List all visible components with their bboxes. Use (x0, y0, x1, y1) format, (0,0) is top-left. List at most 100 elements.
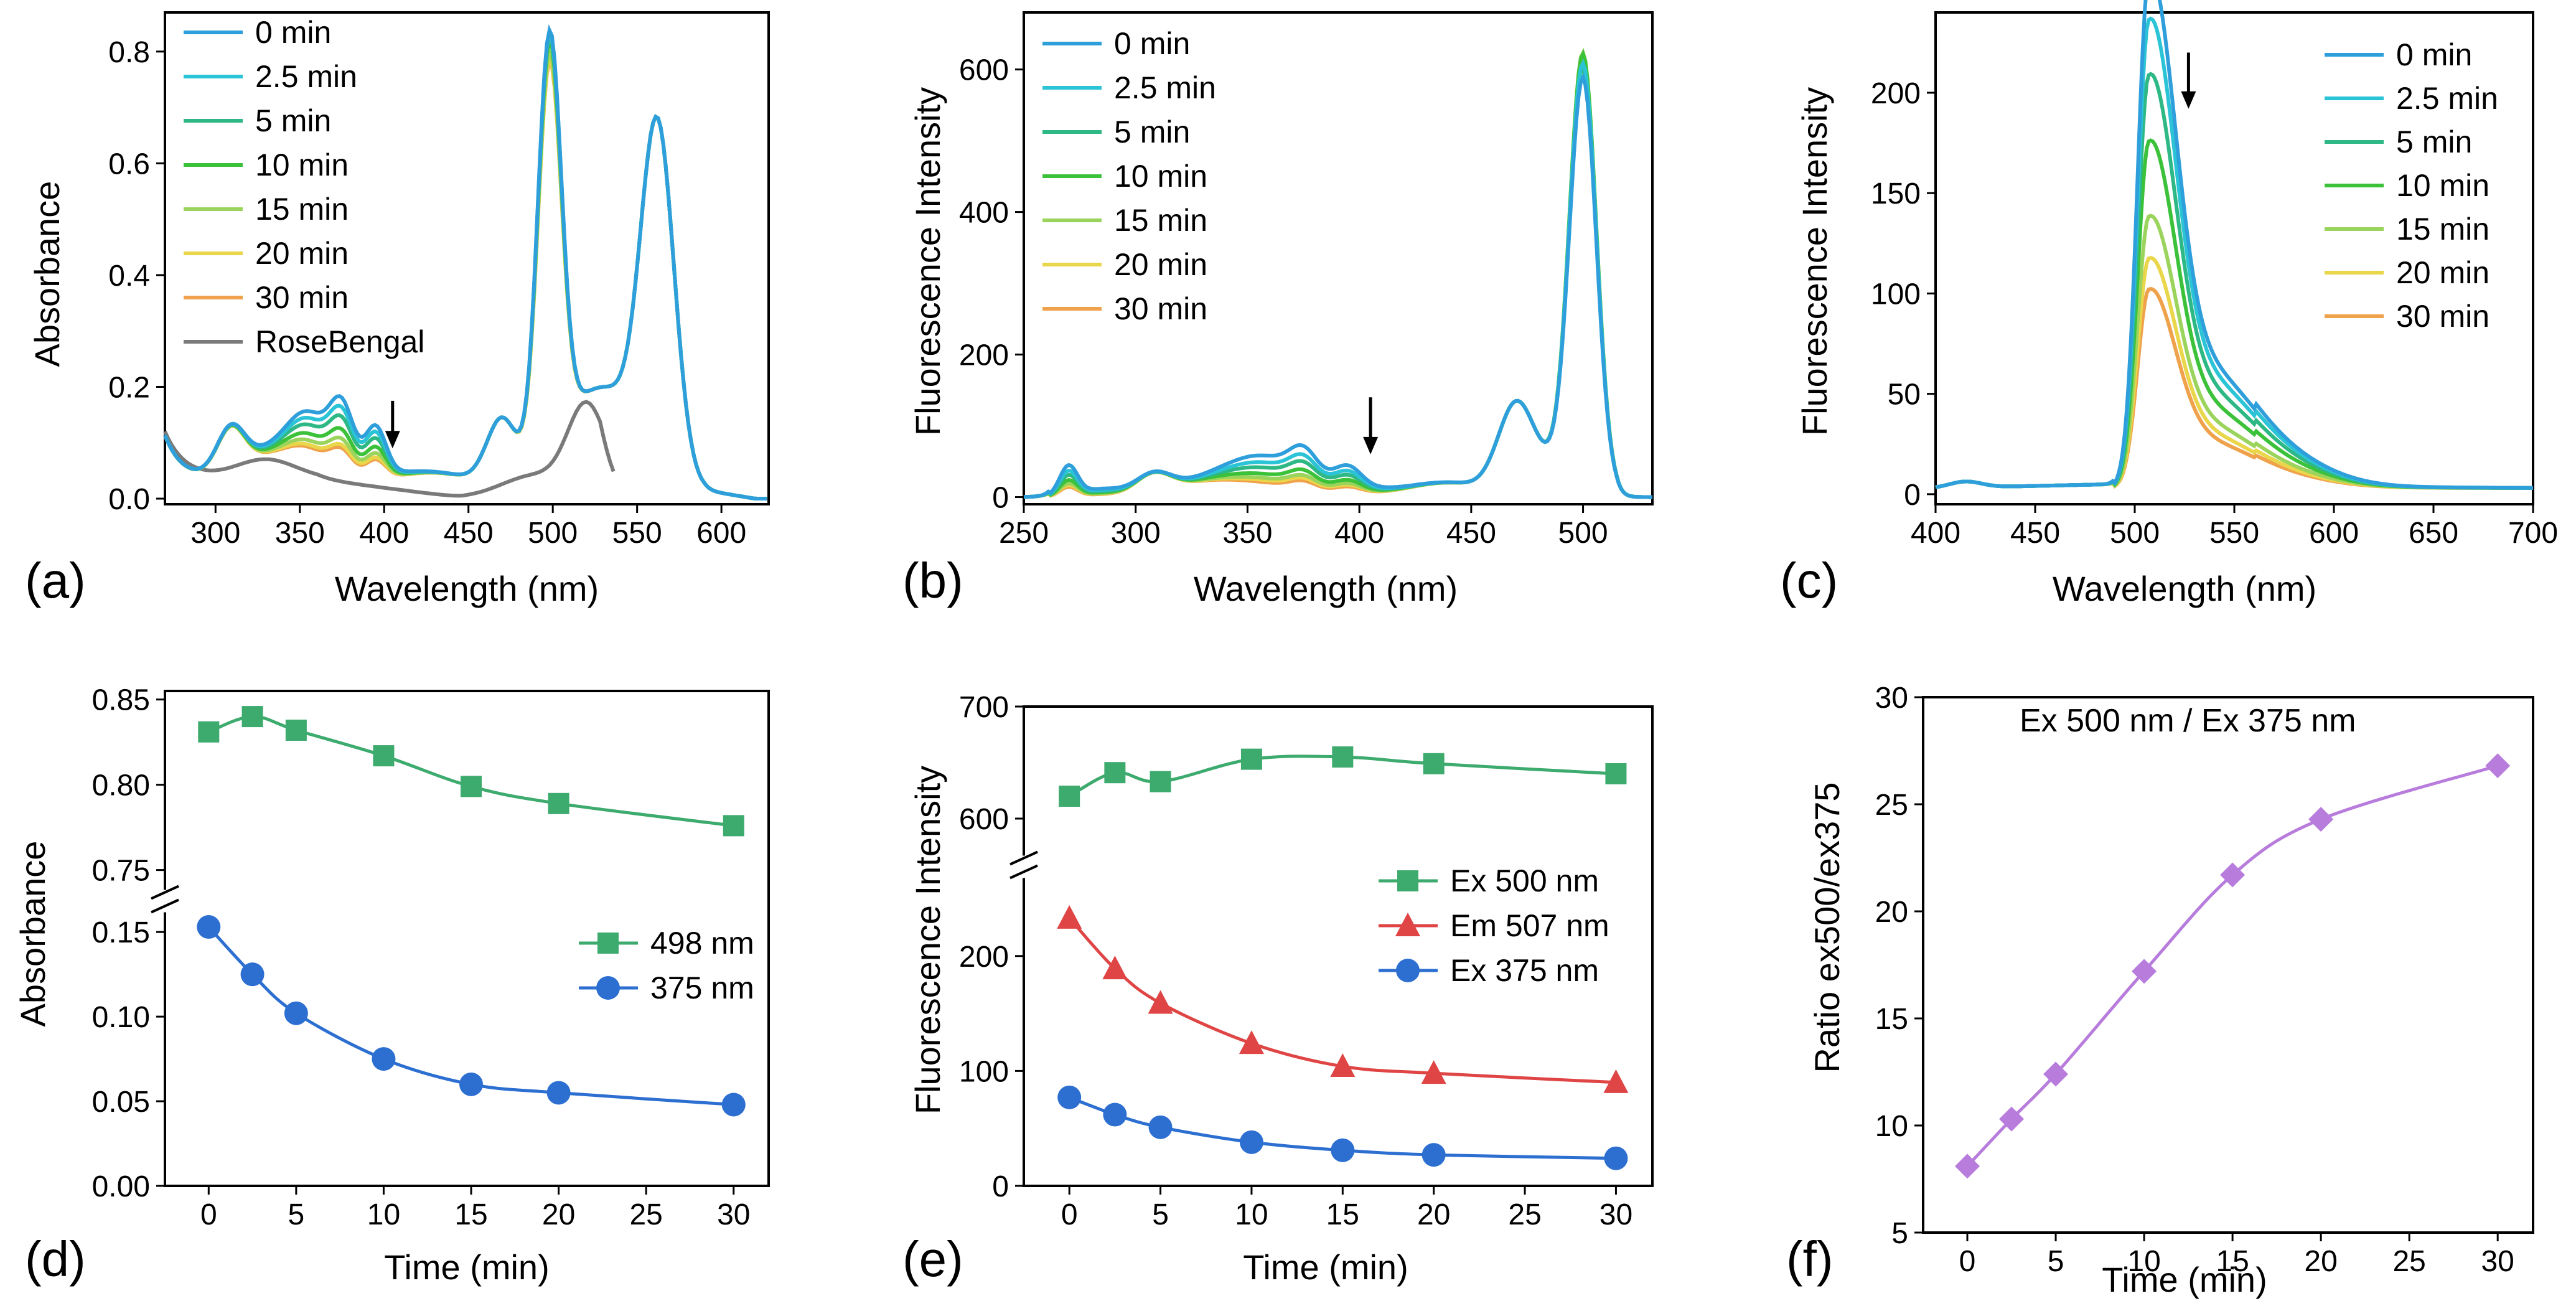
panel-f-xtick-label: 25 (2392, 1245, 2425, 1278)
panel-d-legend-label: 375 nm (650, 970, 754, 1005)
panel-e-ylabel: Fluorescence Intensity (908, 766, 947, 1114)
panel-d-point-375-nm (546, 1081, 571, 1105)
panel-f-frame (1922, 696, 2534, 1234)
panel-a-ylabel: Absorbance (27, 181, 67, 367)
panel-d-xtick-label: 15 (454, 1198, 487, 1231)
panel-c-ytick-label: 150 (1871, 177, 1921, 210)
panel-label-a: (a) (25, 553, 86, 608)
panel-a-legend-label: 5 min (255, 103, 331, 138)
panel-e-axis-break-slash-top (1009, 850, 1038, 866)
panel-e-upper-ytick-label: 600 (959, 803, 1009, 836)
panel-d-ylabel: Absorbance (13, 841, 52, 1027)
panel-e-point-Em-507-nm (1603, 1069, 1629, 1093)
panel-f-ytick-label: 25 (1875, 789, 1908, 822)
panel-b-xlabel: Wavelength (nm) (1194, 569, 1458, 608)
panel-d-point-375-nm (197, 915, 221, 939)
panel-c-emission-spectra: (c) Wavelength (nm) Fluorescence Intensi… (1780, 0, 2558, 608)
panel-a-series-rosebengal (163, 400, 616, 498)
panel-e-legend-marker (1397, 870, 1418, 891)
panel-b-xtick-label: 250 (999, 517, 1049, 550)
panel-d-xlabel: Time (min) (384, 1248, 549, 1287)
panel-e-xtick-label: 5 (1152, 1198, 1169, 1231)
panel-e-point-Ex-500-nm (1059, 786, 1080, 807)
panel-e-point-Ex-500-nm (1605, 763, 1627, 784)
panel-b-ytick-label: 200 (959, 339, 1009, 372)
panel-e-point-Ex-375-nm (1421, 1143, 1446, 1167)
panel-c-xtick-label: 400 (1911, 517, 1960, 550)
panel-b-xtick-label: 450 (1446, 517, 1496, 550)
panel-f-xtick-label: 5 (2048, 1245, 2064, 1278)
panel-b-ytick-label: 600 (959, 54, 1009, 87)
panel-b-legend-label: 10 min (1114, 159, 1207, 194)
panel-d-lower-ytick-label: 0.15 (92, 916, 150, 949)
panel-a-ytick-label: 0.6 (108, 148, 150, 181)
panel-a-absorbance-spectra: (a) Wavelength (nm) Absorbance 300 350 400… (25, 11, 770, 608)
panel-f-xtick-label: 15 (2216, 1245, 2249, 1278)
panel-f-ytick-label: 5 (1891, 1217, 1908, 1250)
panel-a-arrow-head (385, 431, 400, 449)
panel-c-legend-label: 2.5 min (2396, 81, 2498, 116)
panel-c-series-0-min (1935, 0, 2533, 490)
panel-a-ytick-label: 0.0 (108, 483, 150, 516)
panel-e-legend-label: Ex 500 nm (1450, 863, 1599, 898)
panel-b-legend-label: 2.5 min (1114, 70, 1216, 105)
panel-a-xtick-label: 550 (612, 517, 662, 550)
panel-b-xtick-label: 500 (1558, 517, 1608, 550)
panel-d-point-375-nm (721, 1092, 746, 1117)
panel-d-point-498-nm (373, 745, 395, 767)
panel-a-xtick-label: 400 (359, 517, 409, 550)
panel-c-xtick-label: 550 (2209, 517, 2259, 550)
panel-d-axis-break-slash-bottom (151, 898, 179, 914)
panel-c-arrow-head (2181, 91, 2196, 109)
panel-label-f: (f) (1786, 1231, 1834, 1287)
panel-e-point-Ex-375-nm (1239, 1130, 1263, 1154)
panel-e-point-Ex-375-nm (1604, 1146, 1628, 1170)
panel-f-ratio-vs-time: (f) Time (min) Ratio ex500/ex375 Ex 500 … (1786, 682, 2534, 1299)
panel-f-xtick-label: 10 (2127, 1245, 2160, 1278)
panel-a-ytick-label: 0.8 (108, 36, 150, 69)
panel-e-point-Em-507-nm (1148, 990, 1173, 1014)
panel-f-point-ratio (2132, 959, 2157, 984)
panel-a-legend-label: 2.5 min (255, 59, 357, 94)
panel-e-point-Em-507-nm (1239, 1030, 1264, 1055)
panel-e-point-Ex-500-nm (1104, 762, 1126, 784)
panel-b-ylabel: Fluorescence Intensity (908, 87, 947, 436)
panel-d-lower-ytick-label: 0.00 (92, 1170, 150, 1203)
panel-f-ytick-label: 30 (1875, 682, 1908, 715)
panel-c-ytick-label: 200 (1871, 77, 1921, 110)
panel-c-xtick-label: 450 (2010, 517, 2060, 550)
panel-a-legend-label: 10 min (255, 148, 349, 182)
panel-e-lower-ytick-label: 100 (959, 1055, 1009, 1088)
panel-c-xtick-label: 650 (2409, 517, 2458, 550)
panel-label-c: (c) (1780, 553, 1838, 608)
panel-c-xtick-label: 600 (2309, 517, 2359, 550)
panel-d-lower-ytick-label: 0.10 (92, 1001, 150, 1034)
panel-c-ylabel: Fluorescence Intensity (1795, 87, 1834, 436)
panel-f-point-ratio (2043, 1061, 2069, 1087)
panel-e-point-Ex-375-nm (1148, 1115, 1173, 1139)
panel-b-legend-label: 30 min (1114, 291, 1207, 326)
panel-d-point-498-nm (285, 720, 307, 741)
panel-c-legend-label: 5 min (2396, 125, 2472, 159)
panel-e-point-Ex-375-nm (1103, 1102, 1127, 1127)
panel-f-point-ratio (2220, 862, 2246, 888)
panel-f-point-ratio (1999, 1106, 2025, 1132)
panel-d-point-498-nm (723, 815, 744, 837)
panel-a-legend-label: 20 min (255, 236, 349, 271)
panel-e-point-Ex-375-nm (1057, 1085, 1082, 1109)
panel-d-legend-marker (597, 933, 619, 954)
panel-b-xtick-label: 300 (1111, 517, 1161, 550)
panel-d-frame (164, 690, 770, 1187)
panel-e-point-Ex-500-nm (1240, 748, 1262, 770)
panel-e-line-Ex-375-nm (1069, 1096, 1616, 1160)
panel-b-frame (1023, 11, 1654, 505)
panel-a-series-0-min (163, 24, 767, 500)
panel-a-ytick-label: 0.4 (108, 260, 150, 293)
panel-e-fluorescence-vs-time: (e) Time (min) Fluorescence Intensity 0 5… (902, 691, 1654, 1287)
panel-e-point-Em-507-nm (1102, 956, 1128, 980)
panel-c-ytick-label: 100 (1871, 278, 1921, 311)
panel-d-xtick-label: 5 (288, 1198, 305, 1231)
panel-e-lower-ytick-label: 200 (959, 941, 1009, 974)
panel-c-legend-label: 10 min (2396, 168, 2489, 203)
